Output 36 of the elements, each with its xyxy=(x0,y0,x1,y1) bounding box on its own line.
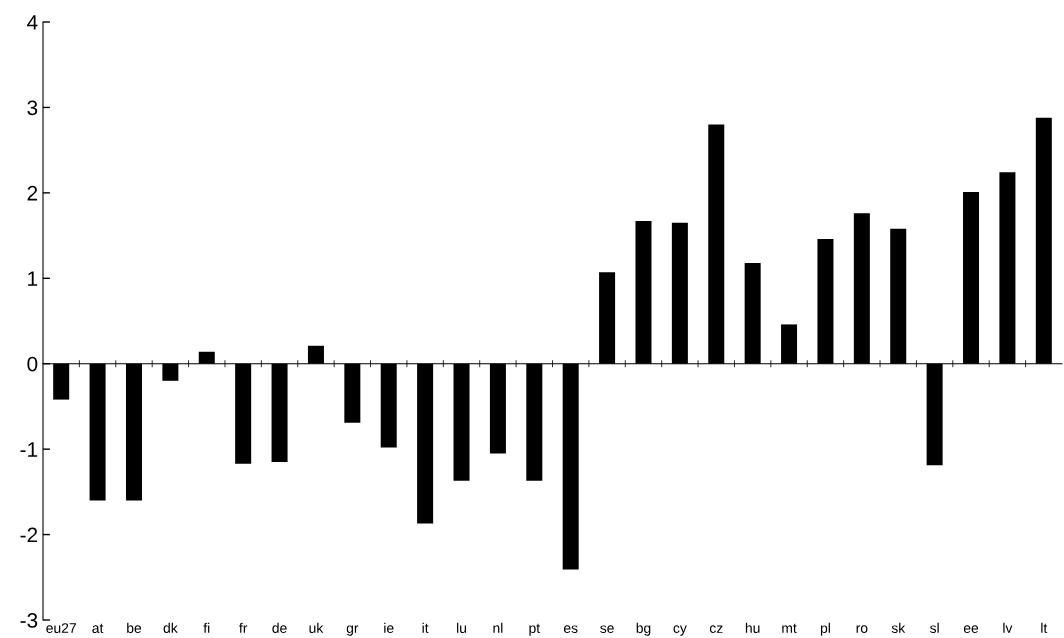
x-tick-label: lv xyxy=(1003,622,1013,633)
y-tick-label: 0 xyxy=(27,356,38,372)
x-tick-label: sk xyxy=(891,622,906,633)
x-tick-label: ie xyxy=(384,622,394,633)
x-tick-label: es xyxy=(563,625,578,633)
y-tick-label: 3 xyxy=(27,100,38,116)
x-tick-label: lt xyxy=(1041,622,1048,633)
x-tick-label: dk xyxy=(163,622,178,633)
x-tick-label: pt xyxy=(529,623,540,636)
x-tick-label: sl xyxy=(930,622,939,633)
x-tick-label: be xyxy=(127,622,142,633)
x-tick-label: bg xyxy=(636,622,651,636)
x-tick-label: it xyxy=(422,622,429,633)
x-tick-label: fr xyxy=(239,622,248,633)
y-tick-label: -2 xyxy=(20,527,38,543)
x-tick-label: se xyxy=(600,625,614,633)
x-tick-label: mt xyxy=(782,623,797,633)
x-tick-label: ee xyxy=(963,625,979,633)
x-tick-label: lu xyxy=(457,622,466,633)
x-tick-label: hu xyxy=(745,622,760,633)
x-tick-label: at xyxy=(92,623,104,633)
x-tick-label: uk xyxy=(309,622,324,633)
x-tick-label: eu27 xyxy=(46,623,76,633)
y-tick-label: 1 xyxy=(28,271,38,286)
x-tick-label: nl xyxy=(493,622,503,633)
x-tick-label: pl xyxy=(820,622,830,636)
y-tick-label: 2 xyxy=(27,185,38,201)
x-tick-label: ro xyxy=(856,625,868,633)
x-tick-label: cz xyxy=(709,625,723,633)
x-tick-label: de xyxy=(272,622,287,633)
y-tick-label: -3 xyxy=(20,613,38,628)
x-tick-label: cy xyxy=(673,625,687,636)
x-tick-label: fi xyxy=(203,622,210,633)
y-tick-label: -1 xyxy=(20,442,38,457)
x-tick-label: gr xyxy=(346,625,359,636)
y-tick-label: 4 xyxy=(27,15,38,30)
